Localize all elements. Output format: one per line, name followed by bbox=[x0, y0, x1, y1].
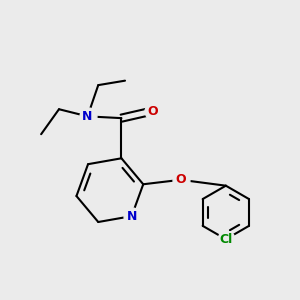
Text: O: O bbox=[147, 104, 158, 118]
Text: O: O bbox=[176, 173, 186, 186]
Text: N: N bbox=[127, 210, 137, 223]
Text: N: N bbox=[82, 110, 93, 123]
Text: Cl: Cl bbox=[219, 233, 232, 246]
